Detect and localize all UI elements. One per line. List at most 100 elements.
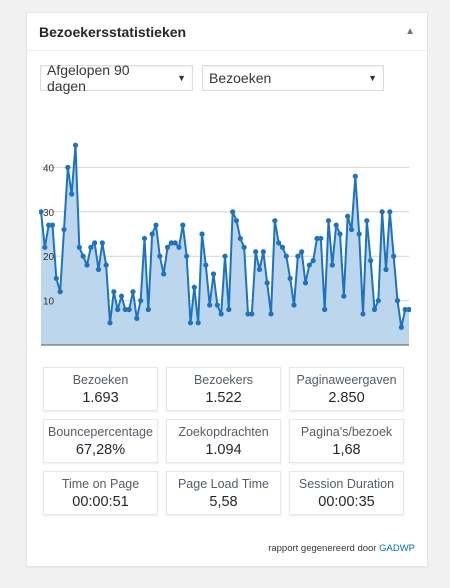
analytics-widget: Bezoekersstatistieken ▲ Afgelopen 90 dag… xyxy=(26,12,428,567)
stat-value: 1.094 xyxy=(205,441,242,458)
data-point xyxy=(222,253,228,259)
stat-value: 1,68 xyxy=(332,441,361,458)
stat-value: 00:00:51 xyxy=(72,493,129,510)
data-point xyxy=(187,320,194,326)
data-point xyxy=(253,249,259,255)
data-point xyxy=(130,289,136,295)
data-point xyxy=(310,258,316,264)
data-point xyxy=(230,209,236,215)
data-point xyxy=(84,262,90,268)
stat-value: 2.850 xyxy=(328,389,365,406)
data-point xyxy=(318,235,324,242)
widget-header[interactable]: Bezoekersstatistieken ▲ xyxy=(27,13,427,51)
data-point xyxy=(287,275,293,281)
data-point xyxy=(279,244,286,250)
visits-chart: 10 20 30 40 xyxy=(39,142,411,346)
stat-value: 5,58 xyxy=(209,493,238,510)
stat-label: Bezoeken xyxy=(72,372,129,387)
data-point xyxy=(49,222,56,228)
data-point xyxy=(226,306,232,313)
data-point xyxy=(245,311,251,317)
data-point xyxy=(95,266,102,273)
data-point xyxy=(57,289,63,295)
data-point xyxy=(115,306,121,313)
data-point xyxy=(99,240,105,246)
data-point xyxy=(191,284,197,290)
data-point xyxy=(375,298,381,304)
data-point xyxy=(39,209,44,215)
stat-label: Paginaweergaven xyxy=(296,372,397,387)
stat-value: 00:00:35 xyxy=(318,493,375,510)
stats-row: Bezoeken 1.693 Bezoekers 1.522 Paginawee… xyxy=(43,367,407,411)
data-point xyxy=(46,222,52,228)
period-select[interactable]: Afgelopen 90 dagen ▼ xyxy=(40,62,193,94)
stat-box: Bezoeken 1.693 xyxy=(43,367,158,411)
data-point xyxy=(199,231,205,237)
data-point xyxy=(306,262,312,268)
report-footer: rapport gegenereerd door GADWP xyxy=(268,543,415,554)
data-point xyxy=(337,231,343,237)
stat-value: 67,28% xyxy=(75,441,126,458)
data-point xyxy=(322,306,328,313)
chart-controls: Afgelopen 90 dagen ▼ Bezoeken ▼ xyxy=(40,62,384,94)
period-select-value: Afgelopen 90 dagen xyxy=(47,62,130,94)
data-point xyxy=(364,218,370,224)
data-point xyxy=(345,213,351,219)
data-point xyxy=(272,218,278,224)
data-point xyxy=(283,253,289,259)
stat-label: Time on Page xyxy=(61,476,140,491)
data-point xyxy=(172,240,178,246)
y-tick-label: 20 xyxy=(43,252,55,263)
data-point xyxy=(126,306,132,313)
stat-box: Page Load Time 5,58 xyxy=(166,471,281,515)
stat-box: Zoekopdrachten 1.094 xyxy=(166,419,281,463)
data-point xyxy=(368,258,374,264)
data-point xyxy=(65,164,71,170)
data-point xyxy=(69,191,75,197)
arrow-up-icon[interactable]: ▲ xyxy=(405,26,415,37)
data-point xyxy=(214,302,220,308)
data-point xyxy=(406,306,411,313)
data-point xyxy=(333,222,339,228)
data-point xyxy=(276,240,282,246)
stat-label: Page Load Time xyxy=(177,476,270,491)
chevron-down-icon: ▼ xyxy=(368,73,377,83)
stat-label: Bouncepercentage xyxy=(48,424,153,439)
y-tick-label: 10 xyxy=(43,297,55,308)
data-point xyxy=(341,293,347,299)
widget-title: Bezoekersstatistieken xyxy=(39,23,187,40)
stat-box: Session Duration 00:00:35 xyxy=(289,471,404,515)
stat-label: Zoekopdrachten xyxy=(178,424,269,439)
y-tick-label: 40 xyxy=(43,163,55,174)
data-point xyxy=(203,262,209,268)
stat-box: Pagina's/bezoek 1,68 xyxy=(289,419,404,463)
data-point xyxy=(260,249,266,255)
data-point xyxy=(329,262,335,268)
data-point xyxy=(42,244,48,250)
metric-select[interactable]: Bezoeken ▼ xyxy=(202,65,384,91)
data-point xyxy=(268,311,274,317)
chevron-down-icon: ▼ xyxy=(177,73,186,83)
data-point xyxy=(387,209,393,215)
data-point xyxy=(111,289,117,295)
stat-label: Pagina's/bezoek xyxy=(300,424,393,439)
data-point xyxy=(180,222,186,228)
data-point xyxy=(107,320,113,326)
data-point xyxy=(325,218,332,224)
data-point xyxy=(398,324,404,330)
data-point xyxy=(141,235,148,242)
data-point xyxy=(92,240,98,246)
data-point xyxy=(394,298,401,304)
data-point xyxy=(256,266,263,273)
data-point xyxy=(134,315,140,321)
data-point xyxy=(157,253,163,259)
data-point xyxy=(241,244,247,250)
data-point xyxy=(145,306,151,313)
data-point xyxy=(168,240,174,246)
data-point xyxy=(402,306,408,313)
stat-value: 1.693 xyxy=(82,389,119,406)
data-point xyxy=(103,262,109,268)
data-point xyxy=(207,302,213,308)
gadwp-link[interactable]: GADWP xyxy=(379,543,415,554)
data-point xyxy=(356,231,362,237)
